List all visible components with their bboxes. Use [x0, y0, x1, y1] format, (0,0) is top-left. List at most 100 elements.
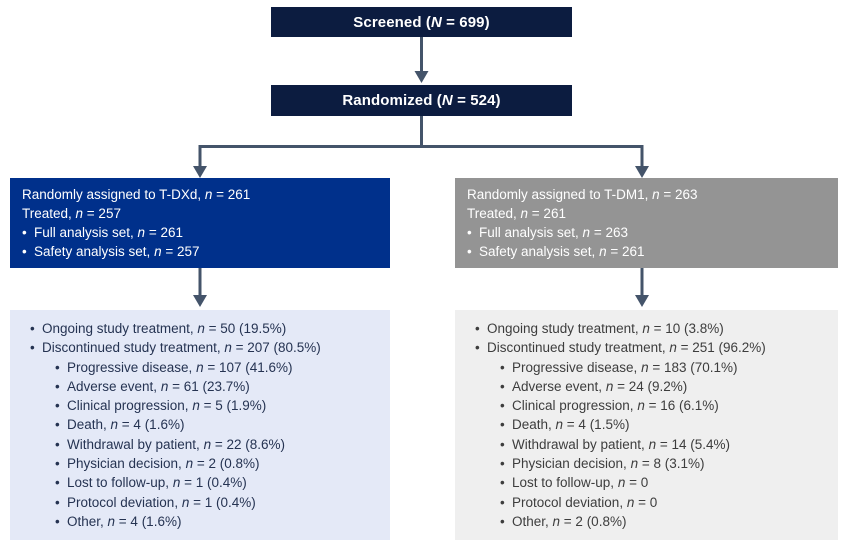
flow-line-text: Death, n = 4 (1.6%) — [67, 417, 185, 433]
bullet-icon: • — [55, 436, 60, 452]
bullet-icon: • — [500, 359, 505, 375]
arrowhead-icon — [635, 166, 649, 178]
flow-line-item: • Safety analysis set, n = 257 — [22, 242, 378, 261]
bullet-icon: • — [500, 417, 505, 433]
randomized-label: Randomized (N = 524) — [342, 92, 501, 109]
arm-tdxd-assignment-box: •Randomly assigned to T-DXd, n = 261•Tre… — [10, 178, 390, 268]
flow-line-text: Physician decision, n = 8 (3.1%) — [512, 456, 705, 472]
bullet-icon: • — [30, 340, 35, 356]
flow-line-text: Discontinued study treatment, n = 207 (8… — [42, 340, 321, 356]
flow-line-item: • Adverse event, n = 61 (23.7%) — [10, 377, 390, 396]
arm-tdxd-disposition-panel: • Ongoing study treatment, n = 50 (19.5%)… — [10, 310, 390, 540]
flow-line-item: • Clinical progression, n = 16 (6.1%) — [455, 396, 838, 415]
flow-line-text: Physician decision, n = 2 (0.8%) — [67, 456, 260, 472]
flow-line-text: Treated, n = 261 — [467, 206, 566, 221]
arrowhead-icon — [635, 295, 649, 307]
flow-line-item: • Full analysis set, n = 261 — [22, 223, 378, 242]
bullet-icon: • — [55, 513, 60, 529]
bullet-icon: • — [500, 398, 505, 414]
flow-line-item: • Protocol deviation, n = 0 — [455, 493, 838, 512]
bullet-icon: • — [55, 417, 60, 433]
flow-line-item: • Progressive disease, n = 107 (41.6%) — [10, 358, 390, 377]
flow-line-item: •Treated, n = 261 — [467, 204, 826, 223]
flow-line-item: • Lost to follow-up, n = 1 (0.4%) — [10, 473, 390, 492]
flow-line-item: • Ongoing study treatment, n = 50 (19.5%) — [10, 319, 390, 338]
flow-line-text: Protocol deviation, n = 0 — [512, 494, 658, 510]
bullet-icon: • — [500, 475, 505, 491]
arrowhead-icon — [414, 71, 429, 83]
flow-line-item: • Adverse event, n = 24 (9.2%) — [455, 377, 838, 396]
bullet-icon: • — [55, 494, 60, 510]
flow-line-text: Lost to follow-up, n = 0 — [512, 475, 649, 491]
flow-line-text: Safety analysis set, n = 261 — [479, 244, 645, 259]
flow-line-item: •Treated, n = 257 — [22, 204, 378, 223]
bullet-icon: • — [55, 359, 60, 375]
bullet-icon: • — [475, 321, 480, 336]
flow-line-item: • Safety analysis set, n = 261 — [467, 242, 826, 261]
bullet-icon: • — [55, 475, 60, 491]
screened-box: Screened (N = 699) — [271, 7, 572, 37]
flow-line-item: • Physician decision, n = 8 (3.1%) — [455, 454, 838, 473]
flow-line-item: • Other, n = 4 (1.6%) — [10, 512, 390, 531]
flow-line-text: Other, n = 2 (0.8%) — [512, 513, 627, 529]
arm-tdm1-disposition-panel: • Ongoing study treatment, n = 10 (3.8%) •… — [455, 310, 838, 540]
flow-line-text: Progressive disease, n = 107 (41.6%) — [67, 359, 293, 375]
flow-line-item: • Death, n = 4 (1.5%) — [455, 415, 838, 434]
bullet-icon: • — [55, 398, 60, 414]
flow-line-text: Ongoing study treatment, n = 50 (19.5%) — [42, 321, 287, 336]
flow-line-text: Withdrawal by patient, n = 22 (8.6%) — [67, 436, 285, 452]
flow-line-item: • Full analysis set, n = 263 — [467, 223, 826, 242]
flow-line-item: • Withdrawal by patient, n = 22 (8.6%) — [10, 435, 390, 454]
flow-line-item: • Other, n = 2 (0.8%) — [455, 512, 838, 531]
flow-line-item: • Ongoing study treatment, n = 10 (3.8%) — [455, 319, 838, 338]
bullet-icon: • — [500, 436, 505, 452]
bullet-icon: • — [55, 456, 60, 472]
flow-line-text: Full analysis set, n = 261 — [34, 225, 183, 240]
flow-line-text: Adverse event, n = 61 (23.7%) — [67, 378, 250, 394]
flow-line-item: • Protocol deviation, n = 1 (0.4%) — [10, 493, 390, 512]
flow-line-text: Clinical progression, n = 16 (6.1%) — [512, 398, 719, 414]
flow-line-item: • Discontinued study treatment, n = 251 (… — [455, 338, 838, 357]
flow-line-text: Protocol deviation, n = 1 (0.4%) — [67, 494, 256, 510]
flow-line-text: Randomly assigned to T-DM1, n = 263 — [467, 187, 698, 202]
flow-line-item: •Randomly assigned to T-DM1, n = 263 — [467, 185, 826, 204]
bullet-icon: • — [22, 244, 27, 259]
bullet-icon: • — [22, 225, 27, 240]
flow-line-text: Other, n = 4 (1.6%) — [67, 513, 182, 529]
arrow-split-branches — [198, 145, 644, 167]
flow-line-text: Death, n = 4 (1.5%) — [512, 417, 630, 433]
flow-line-text: Full analysis set, n = 263 — [479, 225, 628, 240]
flow-line-item: • Physician decision, n = 2 (0.8%) — [10, 454, 390, 473]
bullet-icon: • — [475, 340, 480, 356]
flow-line-item: •Randomly assigned to T-DXd, n = 261 — [22, 185, 378, 204]
bullet-icon: • — [30, 321, 35, 336]
flow-line-item: • Withdrawal by patient, n = 14 (5.4%) — [455, 435, 838, 454]
flow-line-item: • Progressive disease, n = 183 (70.1%) — [455, 358, 838, 377]
flow-line-text: Discontinued study treatment, n = 251 (9… — [487, 340, 766, 356]
flow-line-text: Randomly assigned to T-DXd, n = 261 — [22, 187, 251, 202]
screened-label: Screened (N = 699) — [353, 13, 490, 31]
bullet-icon: • — [500, 513, 505, 529]
flow-line-text: Lost to follow-up, n = 1 (0.4%) — [67, 475, 247, 491]
arrowhead-icon — [193, 166, 207, 178]
flow-line-item: • Death, n = 4 (1.6%) — [10, 415, 390, 434]
bullet-icon: • — [500, 494, 505, 510]
bullet-icon: • — [467, 225, 472, 240]
flow-line-text: Clinical progression, n = 5 (1.9%) — [67, 398, 267, 414]
flow-line-item: • Discontinued study treatment, n = 207 (… — [10, 338, 390, 357]
flow-line-item: • Lost to follow-up, n = 0 — [455, 473, 838, 492]
bullet-icon: • — [500, 378, 505, 394]
flow-line-text: Withdrawal by patient, n = 14 (5.4%) — [512, 436, 730, 452]
flow-line-text: Ongoing study treatment, n = 10 (3.8%) — [487, 321, 724, 336]
bullet-icon: • — [467, 244, 472, 259]
flow-line-text: Adverse event, n = 24 (9.2%) — [512, 378, 688, 394]
flow-line-text: Safety analysis set, n = 257 — [34, 244, 200, 259]
arm-tdm1-assignment-box: •Randomly assigned to T-DM1, n = 263•Tre… — [455, 178, 838, 268]
flow-line-item: • Clinical progression, n = 5 (1.9%) — [10, 396, 390, 415]
flow-line-text: Progressive disease, n = 183 (70.1%) — [512, 359, 738, 375]
bullet-icon: • — [500, 456, 505, 472]
arrowhead-icon — [193, 295, 207, 307]
randomized-box: Randomized (N = 524) — [271, 85, 572, 116]
